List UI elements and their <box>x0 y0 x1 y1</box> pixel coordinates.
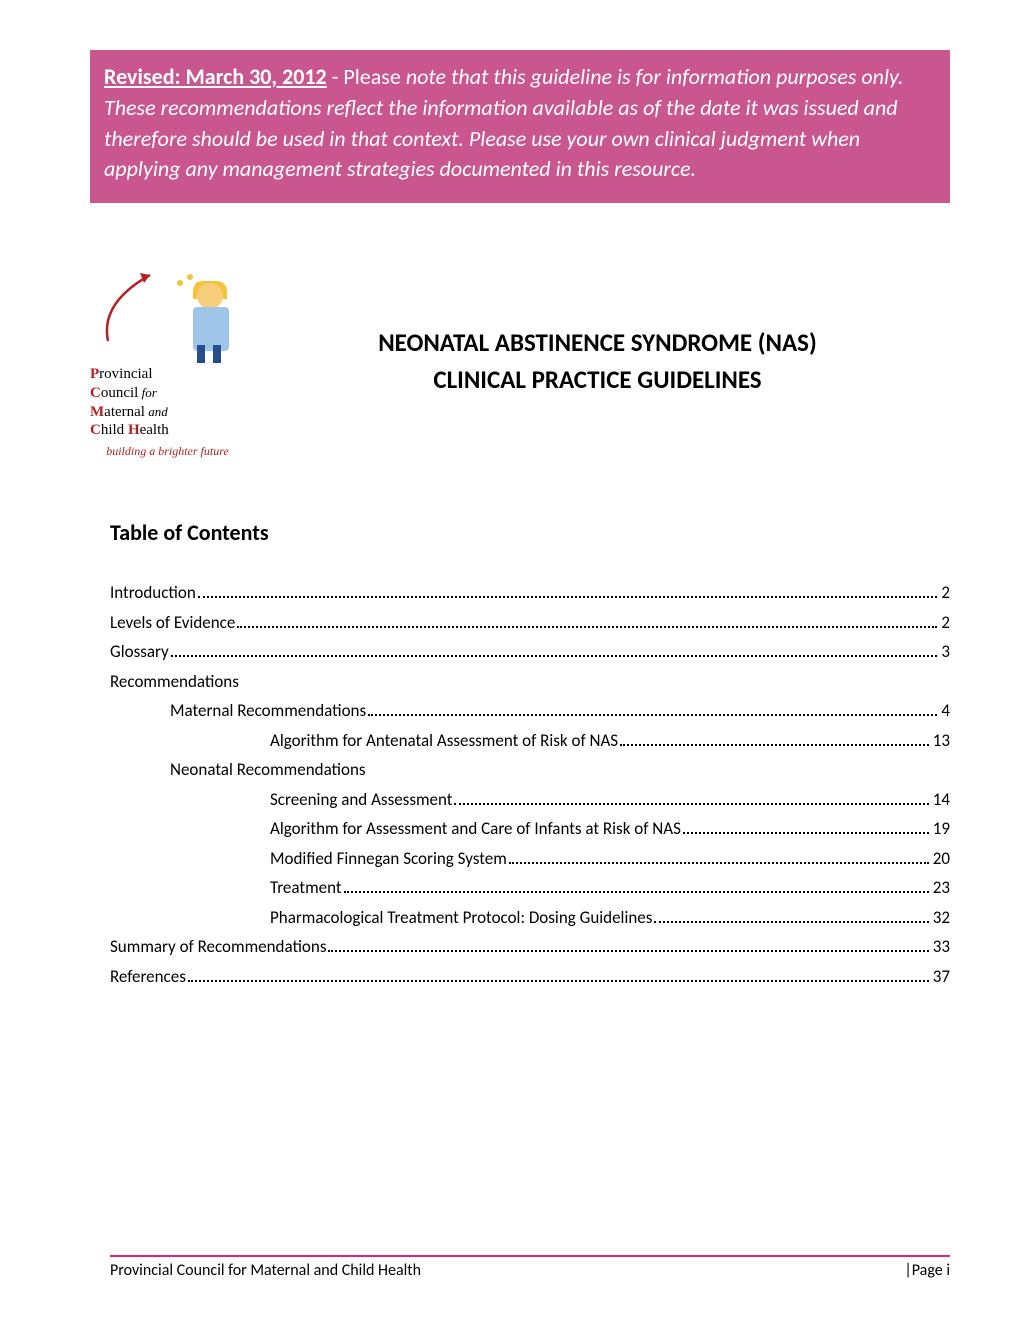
toc-leader-dots <box>454 803 928 805</box>
toc-leader-dots <box>188 980 929 982</box>
logo-illustration <box>90 263 245 363</box>
toc-entry-label: Glossary <box>110 639 169 665</box>
toc-entry-label: Neonatal Recommendations <box>170 757 366 783</box>
toc-leader-dots <box>328 950 928 952</box>
footer-rule <box>110 1255 950 1257</box>
toc-leader-dots <box>683 832 929 834</box>
toc-leader-dots <box>620 744 929 746</box>
toc-leader-dots <box>509 862 929 864</box>
toc-entry-page: 37 <box>933 964 950 990</box>
title-line-1: NEONATAL ABSTINENCE SYNDROME (NAS) <box>285 324 910 362</box>
toc-entry[interactable]: Neonatal Recommendations <box>110 757 950 783</box>
toc-entry[interactable]: Algorithm for Antenatal Assessment of Ri… <box>110 728 950 754</box>
logo-wordmark: Provincial Council for Maternal and Chil… <box>90 365 245 440</box>
document-title: NEONATAL ABSTINENCE SYNDROME (NAS) CLINI… <box>285 324 950 399</box>
toc-entry-page: 3 <box>941 639 950 665</box>
toc-entry-label: Recommendations <box>110 669 239 695</box>
toc-entry-label: Levels of Evidence <box>110 610 235 636</box>
toc-entry-page: 32 <box>933 905 950 931</box>
toc-entry-label: References <box>110 964 186 990</box>
toc-entry[interactable]: References 37 <box>110 964 950 990</box>
toc-entry-page: 19 <box>933 816 950 842</box>
logo-tagline: building a brighter future <box>90 444 245 459</box>
toc-entry[interactable]: Glossary 3 <box>110 639 950 665</box>
toc-leader-dots <box>344 891 929 893</box>
toc-entry-page: 33 <box>933 934 950 960</box>
title-line-2: CLINICAL PRACTICE GUIDELINES <box>285 361 910 399</box>
toc-entry-label: Summary of Recommendations <box>110 934 326 960</box>
toc-entry-label: Pharmacological Treatment Protocol: Dosi… <box>270 905 652 931</box>
toc-entry[interactable]: Summary of Recommendations 33 <box>110 934 950 960</box>
toc-leader-dots <box>368 714 937 716</box>
table-of-contents: Introduction 2Levels of Evidence 2Glossa… <box>110 580 950 989</box>
toc-entry[interactable]: Introduction 2 <box>110 580 950 606</box>
document-header: Provincial Council for Maternal and Chil… <box>90 263 950 459</box>
toc-entry-page: 2 <box>941 610 950 636</box>
toc-entry-label: Treatment <box>270 875 342 901</box>
toc-entry[interactable]: Maternal Recommendations 4 <box>110 698 950 724</box>
toc-entry[interactable]: Algorithm for Assessment and Care of Inf… <box>110 816 950 842</box>
toc-entry-page: 23 <box>933 875 950 901</box>
toc-entry[interactable]: Modified Finnegan Scoring System 20 <box>110 846 950 872</box>
toc-entry[interactable]: Pharmacological Treatment Protocol: Dosi… <box>110 905 950 931</box>
toc-entry-page: 20 <box>933 846 950 872</box>
page-footer: Provincial Council for Maternal and Chil… <box>110 1255 950 1280</box>
toc-leader-dots <box>198 596 938 598</box>
child-figure-icon <box>187 283 235 363</box>
toc-entry-page: 4 <box>941 698 950 724</box>
toc-entry[interactable]: Recommendations <box>110 669 950 695</box>
toc-entry-label: Screening and Assessment <box>270 787 452 813</box>
toc-entry-label: Maternal Recommendations <box>170 698 366 724</box>
toc-entry[interactable]: Treatment 23 <box>110 875 950 901</box>
org-logo: Provincial Council for Maternal and Chil… <box>90 263 245 459</box>
toc-entry-label: Modified Finnegan Scoring System <box>270 846 507 872</box>
toc-leader-dots <box>654 921 928 923</box>
toc-leader-dots <box>171 655 938 657</box>
toc-entry-page: 2 <box>941 580 950 606</box>
toc-heading: Table of Contents <box>110 519 950 546</box>
toc-leader-dots <box>237 626 937 628</box>
banner-separator: - <box>327 63 344 90</box>
toc-entry-page: 14 <box>933 787 950 813</box>
revision-notice-banner: Revised: March 30, 2012 - Please note th… <box>90 50 950 203</box>
toc-entry-label: Algorithm for Assessment and Care of Inf… <box>270 816 681 842</box>
banner-please: Please <box>343 63 405 90</box>
toc-entry[interactable]: Screening and Assessment 14 <box>110 787 950 813</box>
toc-entry-page: 13 <box>933 728 950 754</box>
toc-entry-label: Algorithm for Antenatal Assessment of Ri… <box>270 728 618 754</box>
revised-date-label: Revised: March 30, 2012 <box>104 63 327 90</box>
toc-entry-label: Introduction <box>110 580 196 606</box>
footer-page-number: |Page i <box>904 1261 950 1280</box>
footer-org-name: Provincial Council for Maternal and Chil… <box>110 1261 421 1280</box>
toc-entry[interactable]: Levels of Evidence 2 <box>110 610 950 636</box>
